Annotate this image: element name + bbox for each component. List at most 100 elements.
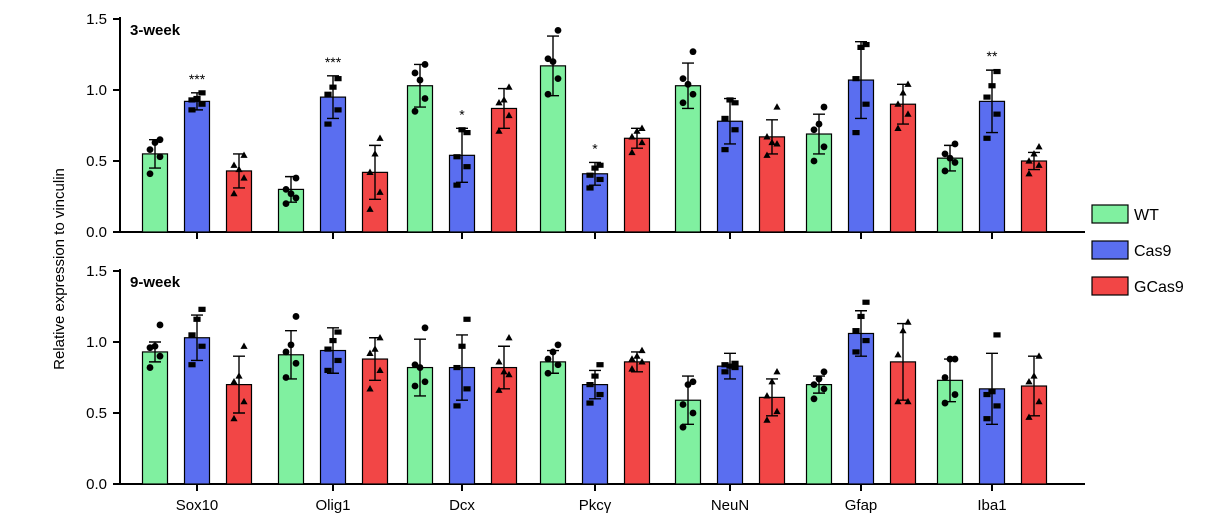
data-point — [235, 165, 243, 173]
data-point — [235, 372, 243, 379]
data-point — [731, 100, 739, 106]
data-point — [810, 395, 818, 403]
data-point — [941, 167, 949, 175]
data-point — [951, 140, 959, 148]
data-point — [862, 337, 870, 344]
data-point — [334, 329, 342, 335]
data-point — [810, 126, 818, 134]
data-point — [376, 134, 384, 141]
y-tick-label: 1.5 — [86, 263, 107, 280]
data-point — [586, 185, 594, 191]
data-point — [1030, 150, 1038, 157]
data-point — [689, 48, 697, 56]
data-point — [334, 107, 342, 113]
data-point — [679, 401, 687, 408]
data-point — [586, 172, 594, 178]
data-point — [453, 182, 461, 188]
data-point — [993, 403, 1001, 409]
data-point — [366, 205, 374, 212]
data-point — [862, 299, 870, 305]
data-point — [554, 341, 562, 349]
data-point — [1030, 372, 1038, 379]
data-point — [421, 324, 429, 332]
data-point — [763, 416, 771, 423]
data-point — [815, 375, 823, 383]
y-axis-label: Relative expression to vinculin — [51, 168, 68, 370]
data-point — [862, 41, 870, 48]
legend-label: GCas9 — [1134, 279, 1184, 296]
data-point — [549, 348, 557, 356]
data-point — [679, 75, 687, 83]
data-point — [810, 381, 818, 388]
data-point — [820, 368, 828, 376]
x-category-label: Sox10 — [176, 497, 219, 514]
data-point — [852, 349, 860, 355]
data-point — [230, 377, 238, 385]
data-point — [899, 326, 907, 334]
data-point — [188, 97, 196, 103]
data-point — [151, 139, 159, 146]
data-point — [376, 366, 384, 373]
data-point — [544, 90, 552, 98]
data-point — [763, 151, 771, 158]
data-point — [773, 103, 781, 110]
data-point — [230, 414, 238, 422]
data-point — [946, 154, 954, 162]
data-point — [852, 130, 860, 136]
data-point — [768, 377, 776, 385]
y-tick-label: 0.5 — [86, 153, 107, 170]
legend-label: WT — [1134, 207, 1159, 224]
data-point — [596, 362, 604, 368]
data-point — [324, 121, 332, 127]
data-point — [689, 378, 697, 386]
data-point — [857, 313, 865, 320]
legend-swatch — [1091, 204, 1129, 224]
data-point — [596, 162, 604, 168]
data-point — [544, 369, 552, 377]
data-point — [894, 100, 902, 107]
legend-swatch — [1091, 240, 1129, 260]
data-point — [721, 369, 729, 375]
error-bar — [191, 314, 203, 362]
data-point — [1035, 161, 1043, 168]
data-point — [146, 170, 154, 178]
data-point — [852, 76, 860, 82]
data-point — [941, 399, 949, 407]
data-point — [586, 382, 594, 388]
data-point — [951, 355, 959, 363]
data-point — [324, 91, 332, 97]
data-point — [899, 89, 907, 96]
data-point — [679, 99, 687, 107]
data-point — [768, 138, 776, 146]
data-point — [894, 350, 902, 358]
data-point — [904, 80, 912, 87]
legend-swatch — [1091, 276, 1129, 296]
data-point — [324, 367, 332, 373]
data-point — [371, 345, 379, 352]
data-point — [684, 80, 692, 88]
data-point — [820, 385, 828, 393]
data-point — [689, 409, 697, 417]
data-point — [376, 333, 384, 341]
data-point — [198, 90, 206, 96]
data-point — [371, 150, 379, 157]
y-tick-label: 1.0 — [86, 334, 107, 351]
data-point — [505, 83, 513, 90]
data-point — [240, 342, 248, 349]
data-point — [282, 200, 290, 208]
data-point — [505, 111, 513, 119]
panels: 0.00.51.01.53-week**********0.00.51.01.5… — [86, 11, 1085, 514]
y-tick-label: 1.0 — [86, 82, 107, 99]
data-point — [421, 378, 429, 386]
bar — [141, 351, 169, 485]
significance-label: *** — [189, 71, 206, 87]
data-point — [894, 397, 902, 405]
data-point — [495, 386, 503, 393]
data-point — [156, 153, 164, 161]
data-point — [416, 364, 424, 371]
bar — [623, 361, 651, 485]
data-point — [773, 407, 781, 415]
data-point — [240, 397, 248, 405]
data-point — [763, 133, 771, 140]
